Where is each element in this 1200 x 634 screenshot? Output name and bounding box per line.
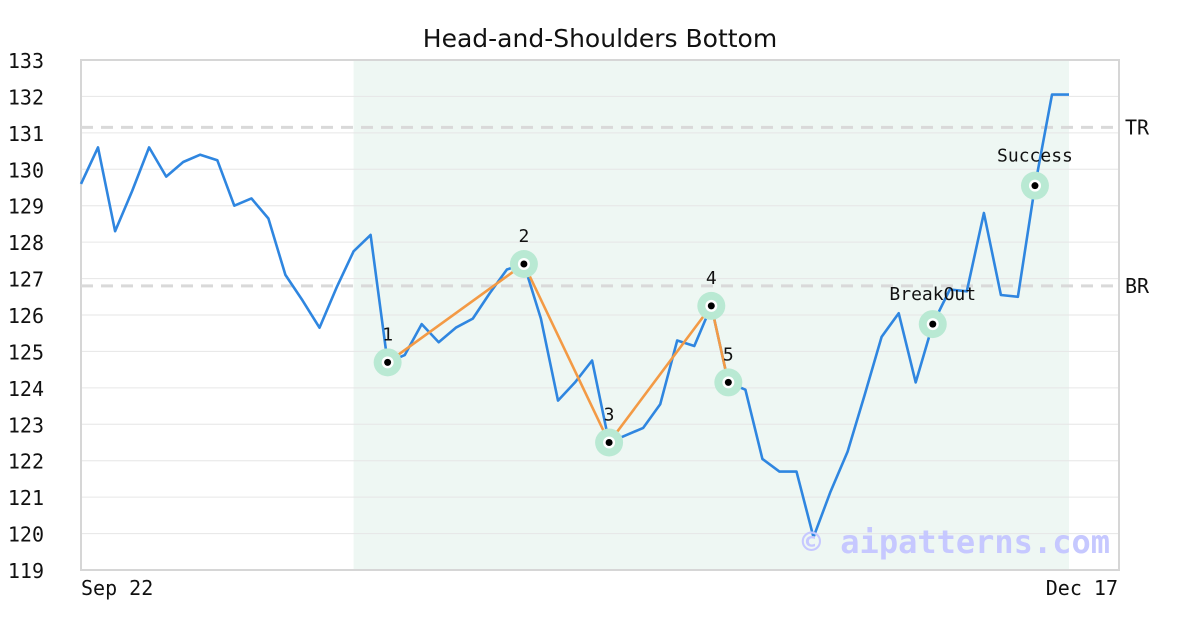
y-tick-label: 121	[8, 486, 44, 510]
plot-frame	[80, 59, 1120, 571]
y-tick-label: 132	[8, 85, 44, 109]
y-tick-label: 123	[8, 413, 44, 437]
y-tick-label: 122	[8, 450, 44, 474]
pattern-point-label: 2	[518, 226, 529, 247]
pattern-point-dot	[605, 439, 613, 446]
x-tick-label: Dec 17	[1046, 576, 1118, 600]
pattern-point-dot	[707, 302, 715, 310]
price-line	[79, 93, 1069, 539]
y-tick-label: 127	[8, 268, 44, 292]
chart-title: Head-and-Shoulders Bottom	[422, 24, 778, 53]
y-tick-label: 129	[8, 195, 44, 219]
y-tick-label: 131	[8, 122, 44, 146]
event-point-dot	[1031, 182, 1039, 190]
y-tick-label: 119	[8, 559, 44, 583]
x-tick-label: Sep 22	[81, 576, 153, 600]
pattern-point-dot	[384, 358, 392, 366]
y-tick-label: 124	[8, 377, 44, 401]
y-tick-label: 133	[8, 49, 44, 73]
y-tick-label: 126	[8, 304, 44, 328]
y-tick-label: 128	[8, 231, 44, 255]
pattern-point-dot	[724, 378, 732, 386]
level-label-br: BR	[1125, 274, 1150, 298]
pattern-point-label: 5	[723, 344, 734, 365]
pattern-point-label: 4	[706, 268, 717, 289]
event-label: Success	[997, 146, 1073, 167]
y-tick-label: 125	[8, 340, 44, 364]
watermark: © aipatterns.com	[802, 523, 1110, 561]
y-tick-label: 130	[8, 158, 44, 182]
pattern-point-label: 1	[382, 324, 393, 345]
level-label-tr: TR	[1125, 115, 1150, 139]
pattern-point-dot	[520, 260, 528, 268]
event-point-dot	[929, 320, 937, 328]
event-label: BreakOut	[889, 284, 976, 305]
pattern-point-label: 3	[604, 405, 615, 426]
y-tick-label: 120	[8, 523, 44, 547]
